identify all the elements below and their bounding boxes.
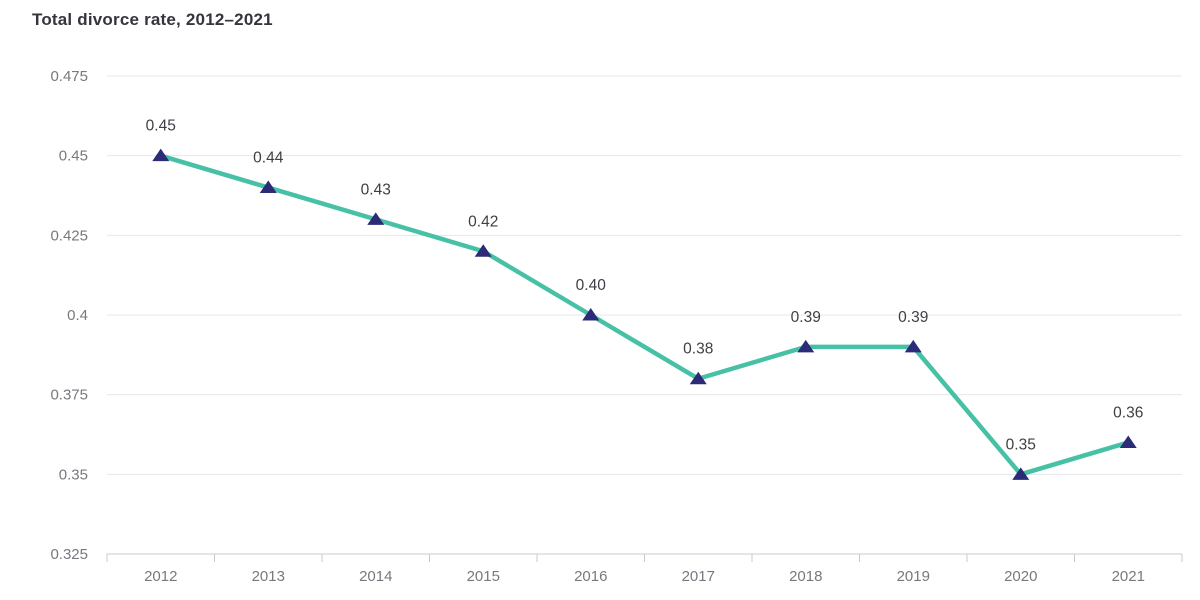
data-point-marker-2021[interactable] [1119, 435, 1137, 448]
series-line [158, 153, 1131, 477]
y-axis-tick-label: 0.4 [67, 307, 88, 324]
x-axis-tick-label: 2013 [252, 568, 285, 585]
data-point-label: 0.39 [791, 309, 821, 326]
chart-title: Total divorce rate, 2012–2021 [32, 10, 273, 29]
data-point-marker-2018[interactable] [797, 339, 815, 353]
data-point-marker-2013[interactable] [259, 180, 277, 194]
data-point-label: 0.36 [1113, 404, 1143, 421]
data-point-label: 0.40 [576, 277, 607, 294]
x-axis-tick-label: 2020 [1004, 568, 1037, 585]
data-point-marker-2017[interactable] [689, 371, 707, 385]
data-point-marker-2012[interactable] [152, 148, 170, 162]
y-axis-tick-label: 0.375 [50, 387, 88, 404]
data-point-label: 0.42 [468, 213, 498, 230]
x-axis-tick-label: 2018 [789, 568, 822, 585]
data-point-label: 0.43 [361, 181, 391, 198]
x-axis-tick-label: 2015 [467, 568, 500, 585]
data-point-marker-2015[interactable] [474, 244, 492, 257]
data-point-marker-2016[interactable] [582, 308, 600, 321]
y-axis-tick-label: 0.425 [50, 227, 88, 244]
x-axis-tick-label: 2017 [682, 568, 715, 585]
data-point-label: 0.38 [683, 341, 713, 358]
x-axis-tick-label: 2012 [144, 568, 177, 585]
data-point-label: 0.44 [253, 150, 284, 167]
y-axis-tick-label: 0.35 [59, 466, 88, 483]
x-axis-tick-label: 2019 [897, 568, 930, 585]
data-point-marker-2014[interactable] [367, 212, 385, 225]
x-axis-tick-label: 2016 [574, 568, 607, 585]
y-axis-tick-label: 0.475 [50, 68, 88, 85]
y-axis-tick-label: 0.325 [50, 546, 88, 563]
data-point-label: 0.35 [1006, 436, 1036, 453]
y-axis-tick-label: 0.45 [59, 148, 88, 165]
data-point-label: 0.39 [898, 309, 928, 326]
data-point-label: 0.45 [146, 118, 176, 135]
x-axis-tick-label: 2021 [1112, 568, 1145, 585]
x-axis-tick-label: 2014 [359, 568, 392, 585]
data-point-marker-2020[interactable] [1012, 467, 1030, 480]
data-point-marker-2019[interactable] [904, 339, 922, 353]
